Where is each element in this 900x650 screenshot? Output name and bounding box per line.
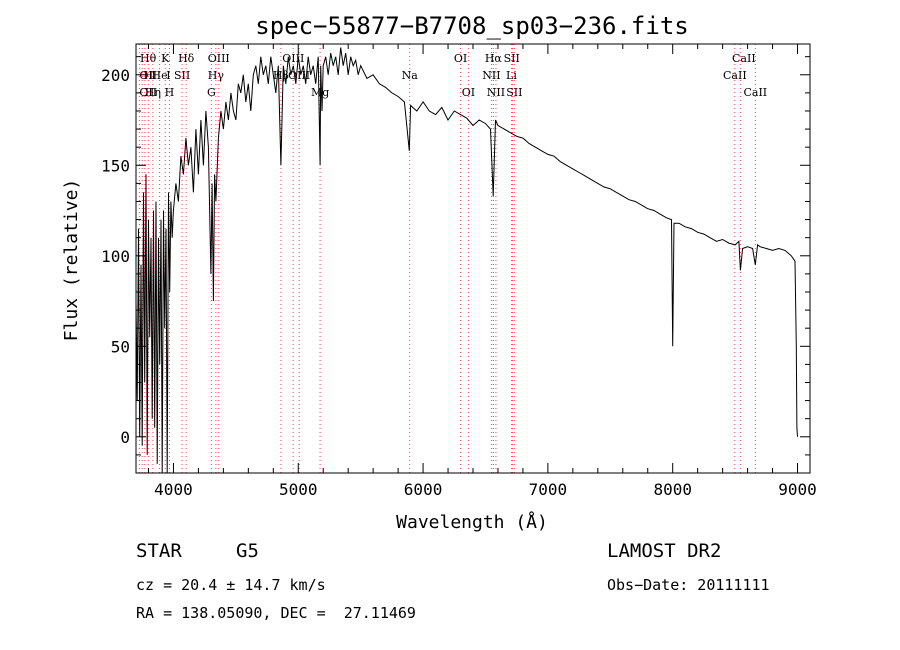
spectral-line-label-22: Hη [145,86,161,99]
redshift-cz: cz = 20.4 ± 14.7 km/s [136,576,326,594]
spectral-line-label-20: CaII [723,69,747,82]
y-tick-label-0: 0 [120,428,130,447]
object-subclass: G5 [236,540,259,562]
chart-title: spec−55877−B7708_sp03−236.fits [255,12,688,40]
y-tick-label-1: 50 [111,337,130,356]
x-tick-label-3: 7000 [529,480,568,499]
spectral-line-label-14: Hγ [208,69,225,82]
spectral-line-label-19: Li [506,69,517,82]
spectral-line-label-8: CaII [732,52,756,65]
spectral-line-label-23: H [165,86,175,99]
spectral-line-label-2: Hδ [178,52,195,65]
spectral-line-label-11: He [152,69,168,82]
spectral-line-label-3: OIII [208,52,230,65]
x-tick-label-5: 9000 [778,480,817,499]
axis-ticks: 4000 5000 6000 7000 8000 9000 0 50 100 150 200 [101,44,817,499]
y-tick-label-3: 150 [101,156,130,175]
y-tick-label-4: 200 [101,66,130,85]
spectral-line-label-26: OI [462,86,475,99]
spectral-line-label-29: CaII [743,86,767,99]
y-axis-label: Flux (relative) [61,179,82,342]
spectral-line-label-0: Hθ [140,52,157,65]
y-tick-label-2: 100 [101,247,130,266]
spectral-line-label-1: K [161,52,170,65]
spectral-line-label-10: H [144,69,154,82]
spectral-line-label-17: Na [402,69,419,82]
x-tick-label-1: 5000 [279,480,318,499]
spectral-line-label-18: NII [482,69,500,82]
spectral-line-label-9: OII [139,69,157,82]
emission-line-markers [138,44,756,473]
x-axis-label: Wavelength (Å) [396,511,548,533]
spectral-line-label-28: SII [506,86,522,99]
survey-name: LAMOST DR2 [607,540,722,562]
ra-dec-coordinates: RA = 138.05090, DEC = 27.11469 [136,604,416,622]
spectral-line-label-5: OI [454,52,467,65]
x-tick-label-2: 6000 [404,480,443,499]
observation-date: Obs−Date: 20111111 [607,576,770,594]
spectral-line-label-27: NII [487,86,505,99]
spectral-line-label-24: G [207,86,216,99]
spectrum-line [135,47,798,474]
spectral-line-label-12: I [166,69,170,82]
object-class: STAR [136,540,182,562]
spectral-line-label-13: SII [174,69,190,82]
spectral-line-label-4: OIII [282,52,304,65]
spectral-line-label-6: Hα [485,52,503,65]
x-tick-label-4: 8000 [653,480,692,499]
x-tick-label-0: 4000 [154,480,193,499]
spectral-line-label-21: OII [139,86,157,99]
spectral-line-label-7: SII [504,52,520,65]
